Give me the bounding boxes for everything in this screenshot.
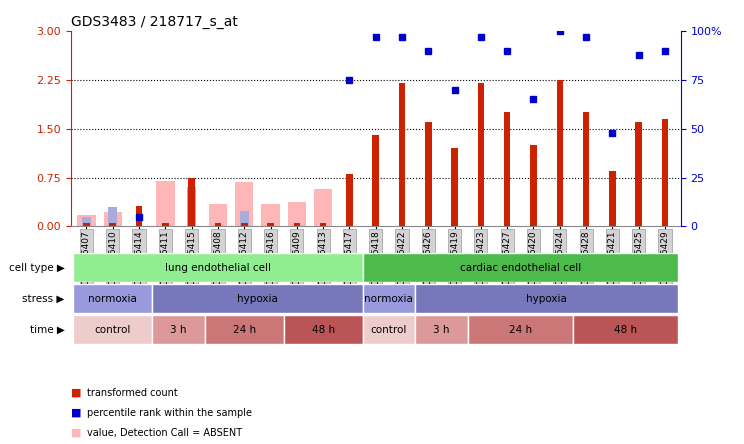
Bar xyxy=(235,182,254,226)
Bar xyxy=(74,315,153,344)
Bar xyxy=(108,207,118,226)
Bar xyxy=(215,223,221,226)
Text: GDS3483 / 218717_s_at: GDS3483 / 218717_s_at xyxy=(71,15,237,29)
Bar xyxy=(209,204,227,226)
Text: cell type ▶: cell type ▶ xyxy=(9,262,65,273)
Bar xyxy=(557,80,563,226)
Bar xyxy=(187,187,196,226)
Bar xyxy=(635,122,642,226)
Bar xyxy=(240,211,248,226)
Text: ■: ■ xyxy=(71,408,81,418)
Bar xyxy=(109,223,116,226)
Bar xyxy=(162,223,169,226)
Bar xyxy=(478,83,484,226)
Bar xyxy=(83,223,90,226)
Text: percentile rank within the sample: percentile rank within the sample xyxy=(87,408,252,418)
Bar xyxy=(415,315,468,344)
Bar xyxy=(153,284,362,313)
Bar xyxy=(415,284,678,313)
Text: hypoxia: hypoxia xyxy=(526,293,567,304)
Bar xyxy=(82,217,91,226)
Text: control: control xyxy=(371,325,407,335)
Bar xyxy=(156,181,175,226)
Text: control: control xyxy=(94,325,131,335)
Text: 48 h: 48 h xyxy=(614,325,637,335)
Bar xyxy=(583,112,589,226)
Bar xyxy=(373,135,379,226)
Bar xyxy=(135,206,142,226)
Bar xyxy=(452,148,458,226)
Bar xyxy=(320,223,327,226)
Text: normoxia: normoxia xyxy=(365,293,414,304)
Bar xyxy=(362,284,415,313)
Bar xyxy=(362,315,415,344)
Bar xyxy=(468,315,573,344)
Text: value, Detection Call = ABSENT: value, Detection Call = ABSENT xyxy=(87,428,243,438)
Text: 24 h: 24 h xyxy=(233,325,256,335)
Bar xyxy=(267,223,274,226)
Bar xyxy=(77,215,96,226)
Bar xyxy=(74,253,362,282)
Text: ■: ■ xyxy=(71,388,81,398)
Text: 3 h: 3 h xyxy=(433,325,449,335)
Bar xyxy=(530,145,536,226)
Text: transformed count: transformed count xyxy=(87,388,178,398)
Text: ■: ■ xyxy=(71,428,81,438)
Bar xyxy=(205,315,283,344)
Bar xyxy=(74,284,153,313)
Bar xyxy=(294,223,300,226)
Text: time ▶: time ▶ xyxy=(30,325,65,335)
Bar xyxy=(288,202,306,226)
Text: lung endothelial cell: lung endothelial cell xyxy=(165,262,271,273)
Bar xyxy=(188,178,195,226)
Bar xyxy=(103,212,122,226)
Bar xyxy=(314,189,333,226)
Text: stress ▶: stress ▶ xyxy=(22,293,65,304)
Bar xyxy=(573,315,678,344)
Bar xyxy=(609,171,616,226)
Text: hypoxia: hypoxia xyxy=(237,293,278,304)
Bar xyxy=(241,223,248,226)
Bar xyxy=(261,204,280,226)
Bar xyxy=(283,315,362,344)
Bar xyxy=(362,253,678,282)
Bar xyxy=(504,112,510,226)
Bar xyxy=(399,83,405,226)
Text: 48 h: 48 h xyxy=(312,325,335,335)
Bar xyxy=(661,119,668,226)
Text: cardiac endothelial cell: cardiac endothelial cell xyxy=(460,262,581,273)
Bar xyxy=(425,122,432,226)
Bar xyxy=(153,315,205,344)
Text: 3 h: 3 h xyxy=(170,325,187,335)
Text: 24 h: 24 h xyxy=(509,325,532,335)
Bar xyxy=(346,174,353,226)
Text: normoxia: normoxia xyxy=(89,293,137,304)
